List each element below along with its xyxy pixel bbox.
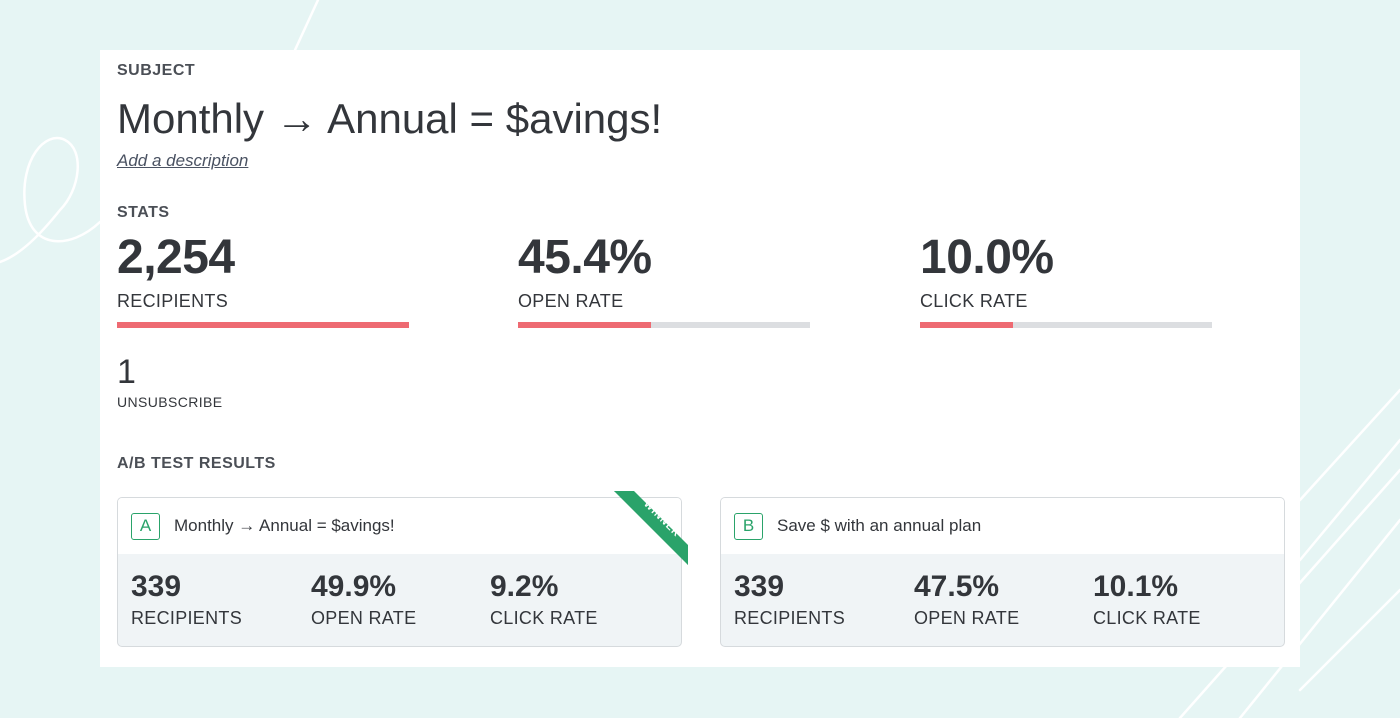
ab-stat-click-rate: 9.2% CLICK RATE — [490, 570, 598, 629]
ab-stat-value: 47.5% — [914, 570, 1000, 603]
ab-stat-label: OPEN RATE — [914, 608, 1020, 628]
ab-variant-stats: 339 RECIPIENTS 47.5% OPEN RATE 10.1% CLI… — [721, 554, 1284, 646]
ab-stat-label: CLICK RATE — [1093, 608, 1201, 628]
ab-stat-recipients: 339 RECIPIENTS — [734, 570, 845, 629]
ab-variant-stats: 339 RECIPIENTS 49.9% OPEN RATE 9.2% CLIC… — [118, 554, 681, 646]
progress-bar-fill — [117, 322, 409, 328]
ab-stat-label: RECIPIENTS — [734, 608, 846, 628]
subject-section-label: SUBJECT — [117, 62, 196, 79]
progress-bar-fill — [518, 322, 651, 328]
add-description-link[interactable]: Add a description — [117, 151, 249, 170]
stat-label: CLICK RATE — [920, 291, 1028, 311]
subject-title: Monthly → Annual = $avings! — [117, 95, 663, 142]
stat-label: OPEN RATE — [518, 291, 624, 311]
ab-stat-label: CLICK RATE — [490, 608, 598, 628]
ab-stat-value: 10.1% — [1093, 570, 1179, 603]
ab-variant-header: A Monthly → Annual = $avings! — [118, 498, 681, 554]
ab-stat-value: 339 — [734, 570, 785, 603]
progress-bar — [920, 322, 1212, 328]
stat-value: 45.4% — [518, 231, 652, 284]
variant-badge: B — [734, 512, 763, 540]
stats-section-label: STATS — [117, 204, 170, 221]
stat-open-rate: 45.4% OPEN RATE — [518, 230, 810, 328]
ab-stat-value: 49.9% — [311, 570, 397, 603]
unsubscribe-value: 1 — [117, 353, 136, 391]
ab-stat-label: OPEN RATE — [311, 608, 417, 628]
variant-subject: Save $ with an annual plan — [777, 516, 982, 535]
stat-label: RECIPIENTS — [117, 291, 229, 311]
stat-click-rate: 10.0% CLICK RATE — [920, 230, 1212, 328]
campaign-report-card: SUBJECT Monthly → Annual = $avings! Add … — [100, 50, 1300, 667]
winner-ribbon: WINNER — [614, 491, 688, 565]
stat-unsubscribe: 1 UNSUBSCRIBE — [117, 353, 223, 410]
ab-stat-open-rate: 47.5% OPEN RATE — [914, 570, 1019, 629]
variant-subject: Monthly → Annual = $avings! — [174, 516, 395, 535]
progress-bar — [117, 322, 409, 328]
ab-stat-open-rate: 49.9% OPEN RATE — [311, 570, 416, 629]
stat-value: 10.0% — [920, 231, 1054, 284]
ab-test-section-label: A/B TEST RESULTS — [117, 455, 276, 472]
progress-bar — [518, 322, 810, 328]
variant-badge: A — [131, 512, 160, 540]
ab-stat-recipients: 339 RECIPIENTS — [131, 570, 242, 629]
ab-stat-click-rate: 10.1% CLICK RATE — [1093, 570, 1201, 629]
progress-bar-fill — [920, 322, 1014, 328]
stat-recipients: 2,254 RECIPIENTS — [117, 230, 409, 328]
stat-value: 2,254 — [117, 231, 235, 284]
unsubscribe-label: UNSUBSCRIBE — [117, 394, 223, 410]
ab-variant-a-card[interactable]: A Monthly → Annual = $avings! 339 RECIPI… — [117, 497, 682, 647]
ab-variant-header: B Save $ with an annual plan — [721, 498, 1284, 554]
ab-stat-value: 339 — [131, 570, 182, 603]
ab-stat-value: 9.2% — [490, 570, 559, 603]
ab-stat-label: RECIPIENTS — [131, 608, 243, 628]
ab-variant-b-card[interactable]: B Save $ with an annual plan 339 RECIPIE… — [720, 497, 1285, 647]
